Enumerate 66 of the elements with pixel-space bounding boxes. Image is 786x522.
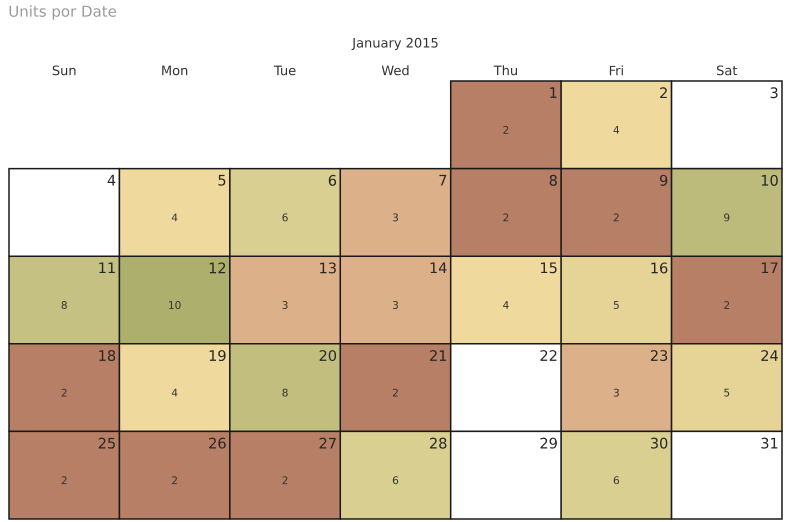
annotation: 2 xyxy=(660,87,667,98)
data-label: 5 xyxy=(614,301,619,309)
annotation: 5 xyxy=(218,174,226,186)
x-tick-label: Fri xyxy=(610,65,623,76)
annotation: 4 xyxy=(108,174,116,186)
x-tick-label: Tue xyxy=(274,66,296,76)
annotation: 27 xyxy=(320,438,336,448)
x-tick-label: Sat xyxy=(716,65,738,76)
data-label: 5 xyxy=(724,388,730,397)
data-label: 8 xyxy=(62,301,67,309)
data-label: 4 xyxy=(172,388,178,396)
data-label: 2 xyxy=(62,476,66,484)
data-label: 4 xyxy=(172,214,178,222)
data-label: 2 xyxy=(282,476,288,484)
data-label: 2 xyxy=(392,388,398,397)
data-label: 6 xyxy=(614,476,620,484)
annotation: 23 xyxy=(650,350,668,362)
chart-subtitle: January 2015 xyxy=(352,38,438,50)
x-tick-label: Thu xyxy=(494,65,517,76)
annotation: 7 xyxy=(439,174,446,186)
annotation: 14 xyxy=(430,262,447,274)
data-label: 4 xyxy=(614,126,620,134)
annotation: 19 xyxy=(210,350,226,362)
data-label: 3 xyxy=(614,388,619,397)
annotation: 18 xyxy=(99,350,116,362)
annotation: 9 xyxy=(660,174,668,186)
data-label: 3 xyxy=(392,301,398,309)
data-label: 2 xyxy=(503,214,508,222)
annotation: 8 xyxy=(550,174,557,186)
annotation: 29 xyxy=(540,438,557,449)
annotation: 25 xyxy=(98,438,115,449)
x-tick-label: Sun xyxy=(52,65,76,76)
data-label: 10 xyxy=(169,301,181,309)
annotation: 10 xyxy=(762,174,778,186)
annotation: 12 xyxy=(210,262,226,274)
annotation: 21 xyxy=(430,350,446,361)
annotation: 1 xyxy=(550,87,557,98)
x-tick-label: Mon xyxy=(162,66,188,76)
data-label: 6 xyxy=(282,213,288,222)
data-label: 2 xyxy=(724,301,730,309)
annotation: 28 xyxy=(430,438,446,449)
annotation: 15 xyxy=(541,262,557,274)
data-label: 3 xyxy=(392,213,398,222)
annotation: 31 xyxy=(761,438,778,449)
annotation: 3 xyxy=(770,87,778,98)
annotation: 13 xyxy=(320,262,336,274)
annotation: 30 xyxy=(650,438,668,449)
data-label: 2 xyxy=(172,476,177,484)
chart-title: Units por Date xyxy=(10,5,116,20)
x-tick-label: Wed xyxy=(382,65,408,76)
data-label: 4 xyxy=(503,301,509,309)
data-label: 9 xyxy=(724,213,730,222)
annotation: 24 xyxy=(761,350,778,361)
data-label: 8 xyxy=(282,388,288,397)
annotation: 17 xyxy=(762,262,778,274)
annotation: 11 xyxy=(99,262,115,274)
data-label: 3 xyxy=(282,301,288,309)
annotation: 22 xyxy=(540,350,556,361)
data-label: 2 xyxy=(62,388,66,397)
annotation: 6 xyxy=(328,174,336,186)
data-label: 2 xyxy=(614,214,619,222)
annotation: 26 xyxy=(209,438,226,449)
annotation: 20 xyxy=(320,350,336,362)
annotation: 16 xyxy=(651,262,668,274)
data-label: 6 xyxy=(392,476,398,484)
data-label: 2 xyxy=(503,126,508,134)
